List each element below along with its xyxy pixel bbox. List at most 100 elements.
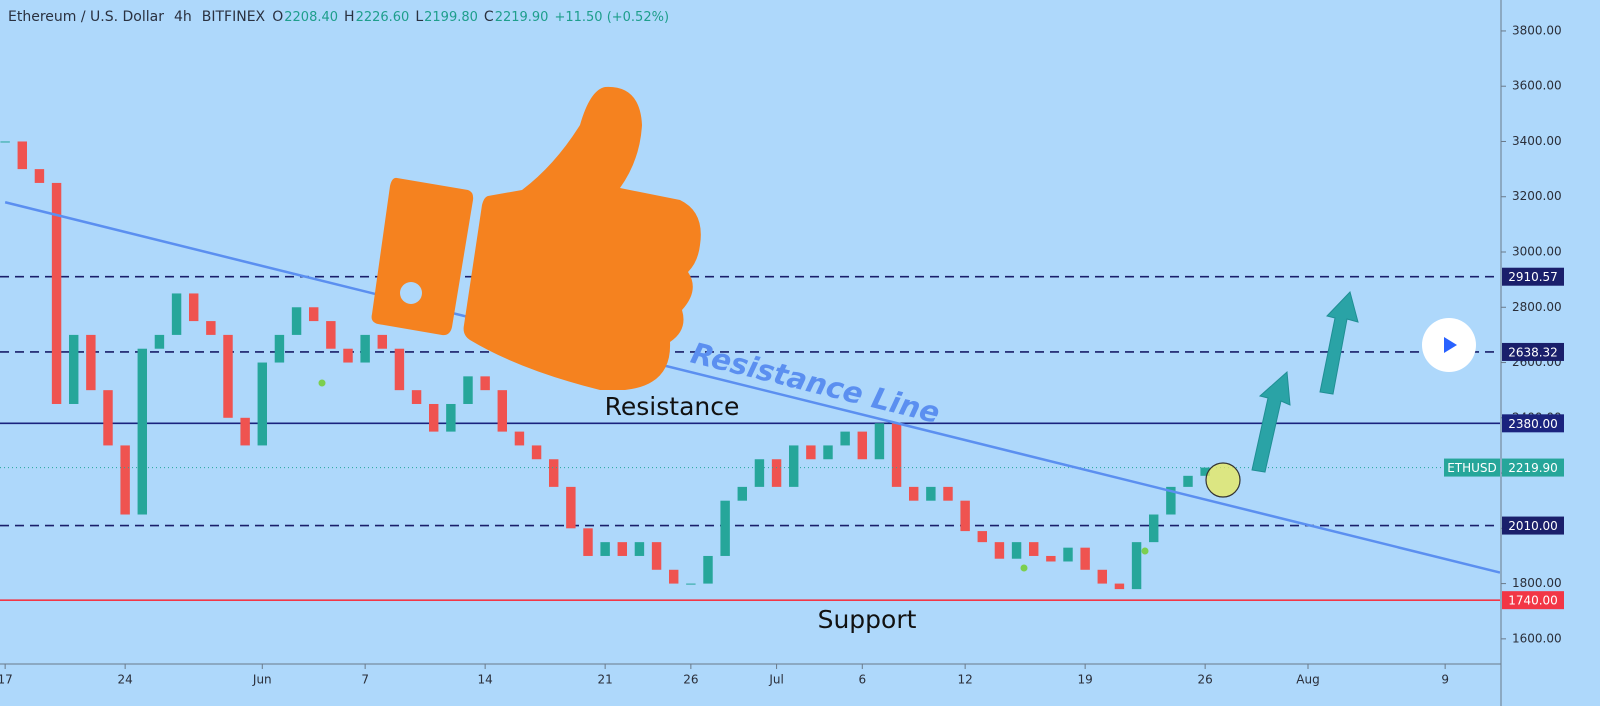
candle (240, 417, 250, 446)
level-tag (1502, 267, 1564, 286)
x-tick-label: Aug (1296, 673, 1319, 687)
candle (583, 528, 593, 556)
level-label: 2010.00 (1508, 519, 1558, 533)
candle (309, 307, 319, 322)
candle (909, 486, 919, 501)
play-icon[interactable] (1444, 337, 1457, 353)
y-tick-label: 2800.00 (1512, 300, 1562, 314)
candle (1114, 583, 1125, 590)
axes: 1600.001800.002000.002200.002400.002600.… (0, 23, 1564, 687)
annotation: Resistance (605, 392, 740, 421)
candle (1011, 542, 1022, 559)
level-label: 2380.00 (1508, 417, 1558, 431)
header-item: C (484, 9, 494, 25)
header-item: 4h (174, 9, 192, 25)
candle (51, 182, 62, 404)
header-item: 2208.40 (284, 10, 338, 25)
highlight-circle (1205, 462, 1241, 498)
y-tick-label: 3600.00 (1512, 79, 1562, 93)
candle (34, 169, 45, 183)
level-label: 2910.57 (1508, 270, 1558, 284)
candle (514, 431, 525, 446)
candle (189, 293, 199, 322)
candle (0, 141, 10, 143)
symbol-tag (1444, 458, 1500, 477)
y-tick-label: 3200.00 (1512, 189, 1562, 203)
candle (1097, 569, 1107, 584)
x-tick-label: Jul (768, 673, 783, 687)
candle (257, 362, 267, 446)
annotation: Support (818, 605, 917, 634)
level-tag (1502, 516, 1564, 535)
candle (823, 445, 833, 460)
candle (86, 334, 96, 391)
candle (1080, 547, 1090, 570)
candle (274, 334, 285, 363)
projection-arrows (1251, 291, 1359, 473)
header-item: L (415, 9, 423, 25)
header-item: H (344, 9, 355, 25)
candle (703, 555, 713, 584)
candle (926, 486, 936, 501)
last-price-tag (1502, 458, 1564, 477)
header-item: O (272, 9, 283, 25)
candle (291, 307, 302, 335)
candle (1131, 542, 1142, 590)
candle (1029, 542, 1039, 556)
candle (771, 459, 782, 487)
candle (943, 486, 953, 501)
candle (566, 486, 576, 529)
level-label: 1740.00 (1508, 594, 1558, 608)
candle (891, 423, 902, 487)
candle (137, 348, 147, 515)
candle (429, 403, 439, 432)
x-tick-label: 24 (118, 673, 133, 687)
level-label: 2638.32 (1508, 345, 1558, 359)
thumbs-up-icon (371, 86, 701, 391)
candle (411, 390, 422, 404)
candle (377, 334, 387, 349)
header-item: 2219.90 (495, 10, 549, 25)
y-tick-label: 3800.00 (1512, 23, 1562, 37)
header-item: +11.50 (+0.52%) (554, 10, 669, 25)
candle (840, 431, 850, 446)
header-item: 2226.60 (356, 10, 410, 25)
trendline (4, 201, 1501, 574)
candle (480, 376, 490, 391)
candle (69, 334, 79, 404)
candle (874, 423, 885, 460)
candle (446, 403, 456, 432)
candle (531, 445, 542, 460)
candle (994, 542, 1005, 559)
play-button[interactable] (1422, 318, 1476, 372)
candle (206, 321, 216, 335)
candle (977, 531, 987, 543)
header: Ethereum / U.S. Dollar 4h BITFINEX O2208.40… (8, 9, 669, 25)
x-tick-label: 14 (478, 673, 493, 687)
candle (154, 334, 165, 349)
candle (857, 431, 867, 460)
candle (103, 390, 113, 446)
candle (686, 583, 696, 585)
y-tick-label: 3000.00 (1512, 245, 1562, 259)
candle (1046, 555, 1056, 562)
candle (651, 542, 662, 570)
candle (634, 542, 645, 556)
candle (960, 500, 970, 532)
y-tick-label: 1800.00 (1512, 576, 1562, 590)
candle (394, 348, 405, 391)
x-tick-label: 26 (683, 673, 698, 687)
candle (360, 334, 370, 363)
candle (600, 542, 610, 556)
level-tag (1502, 342, 1564, 361)
candle (17, 141, 27, 170)
header-item: 2199.80 (424, 10, 478, 25)
candle (754, 459, 765, 487)
last-price-label: 2219.90 (1508, 461, 1558, 475)
candle (720, 500, 730, 556)
candle (1166, 486, 1176, 515)
y-tick-label: 3400.00 (1512, 134, 1562, 148)
x-tick-label: 12 (958, 673, 973, 687)
